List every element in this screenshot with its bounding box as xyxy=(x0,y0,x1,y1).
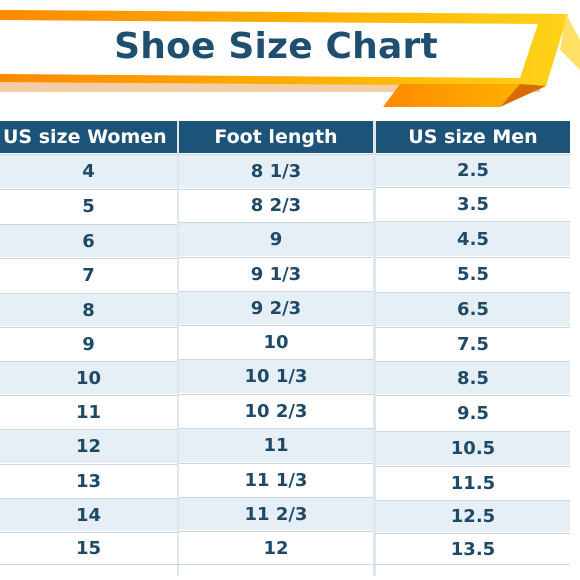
title-banner: Shoe Size Chart xyxy=(0,0,580,115)
men-size-cell: 4.5 xyxy=(376,221,570,256)
foot-length-cell: 10 xyxy=(179,325,373,358)
men-size-cell: 3.5 xyxy=(376,187,570,220)
women-size-cell: 10 xyxy=(0,361,177,394)
foot-length-cell: 10 2/3 xyxy=(179,394,373,427)
foot-length-cell: 10 1/3 xyxy=(179,359,373,393)
women-size-cell: 14 xyxy=(0,498,177,531)
men-size-cell: 8.5 xyxy=(376,361,570,394)
women-size-cell: 7 xyxy=(0,258,177,292)
men-size-cell: 12.5 xyxy=(376,500,570,532)
women-size-cell: 5 xyxy=(0,189,177,223)
header-foot-length: Foot length xyxy=(179,121,373,153)
foot-length-cell: 11 xyxy=(179,428,373,462)
women-size-cell: 9 xyxy=(0,327,177,360)
foot-length-cell: 11 1/3 xyxy=(179,463,373,496)
women-size-cell: 8 xyxy=(0,293,177,326)
foot-length-cell: 9 xyxy=(179,222,373,256)
women-size-cell: 12 xyxy=(0,429,177,463)
foot-length-cell: 8 1/3 xyxy=(179,154,373,188)
men-size-cell: 7.5 xyxy=(376,327,570,360)
column-foot-length: Foot length 8 1/3 8 2/3 9 9 1/3 9 2/3 10 10 1/… xyxy=(179,121,373,564)
foot-length-cell: 11 2/3 xyxy=(179,497,373,530)
banner-inner-band xyxy=(0,20,538,78)
men-size-cell: 5.5 xyxy=(376,257,570,291)
men-size-cell: 2.5 xyxy=(376,154,570,186)
column-us-size-women: US size Women 4 5 6 7 8 9 10 11 12 13 14 15 xyxy=(0,121,177,564)
foot-length-cell: 8 2/3 xyxy=(179,189,373,221)
header-us-size-women: US size Women xyxy=(0,121,177,153)
women-size-cell: 15 xyxy=(0,532,177,564)
men-size-cell: 10.5 xyxy=(376,431,570,465)
page-title: Shoe Size Chart xyxy=(114,26,438,67)
women-size-cell: 11 xyxy=(0,395,177,428)
women-size-cell: 6 xyxy=(0,224,177,257)
men-size-cell: 13.5 xyxy=(376,533,570,565)
women-size-cell: 4 xyxy=(0,154,177,188)
women-size-cell: 13 xyxy=(0,464,177,497)
foot-length-cell: 9 1/3 xyxy=(179,257,373,290)
column-divider xyxy=(373,121,376,576)
column-us-size-men: US size Men 2.5 3.5 4.5 5.5 6.5 7.5 8.5 9.5 10.5… xyxy=(376,121,570,565)
foot-length-cell: 12 xyxy=(179,531,373,564)
banner-graphic xyxy=(0,10,580,107)
table-bottom-border xyxy=(0,564,570,565)
foot-length-cell: 9 2/3 xyxy=(179,291,373,324)
banner-fold xyxy=(500,84,546,107)
banner-tail xyxy=(383,84,520,107)
men-size-cell: 9.5 xyxy=(376,395,570,430)
header-us-size-men: US size Men xyxy=(376,121,570,153)
men-size-cell: 11.5 xyxy=(376,466,570,499)
column-divider xyxy=(177,121,179,576)
men-size-cell: 6.5 xyxy=(376,292,570,326)
banner-corner xyxy=(560,14,580,70)
